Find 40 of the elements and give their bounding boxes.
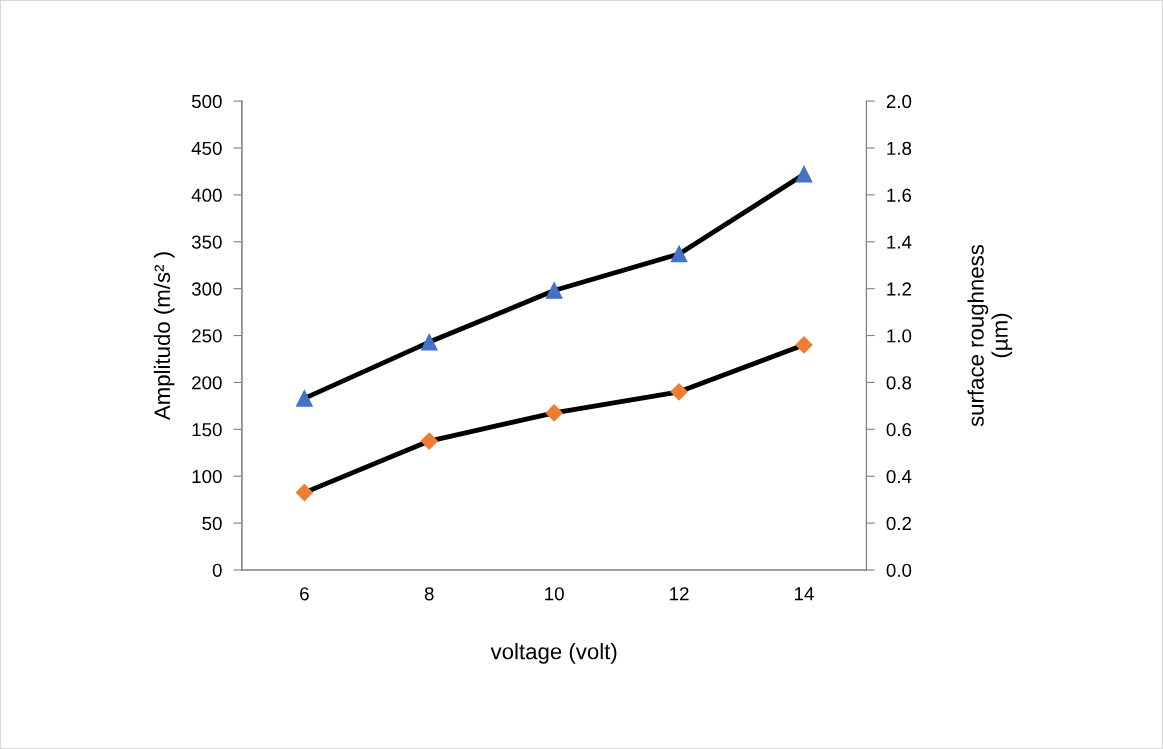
y2-tick-label: 1.0 bbox=[887, 329, 912, 343]
y-tick-label: 250 bbox=[192, 329, 222, 343]
y2-tick-label: 1.8 bbox=[887, 141, 912, 155]
y-tick-label: 100 bbox=[192, 469, 222, 484]
x-tick-label: 8 bbox=[424, 587, 434, 601]
y-tick-label: 450 bbox=[191, 141, 222, 155]
y-tick-label: 300 bbox=[191, 282, 222, 296]
y-tick-label: 150 bbox=[192, 423, 222, 437]
x-tick-label: 6 bbox=[300, 587, 309, 601]
point bbox=[545, 282, 563, 299]
point bbox=[795, 165, 813, 183]
y-tick-label: 50 bbox=[202, 516, 222, 531]
point bbox=[420, 432, 438, 450]
point bbox=[670, 245, 688, 263]
y-tick-label: 400 bbox=[191, 188, 222, 202]
x-tick-label: 14 bbox=[794, 587, 814, 601]
x-tick-label: 10 bbox=[545, 587, 564, 601]
y2-tick-label: 0.6 bbox=[886, 423, 912, 437]
y2-tick-label: 0.8 bbox=[886, 376, 912, 390]
x-tick-label: 12 bbox=[670, 587, 689, 601]
y2-axis-title: surface roughness (µm) bbox=[967, 244, 1013, 427]
y2-tick-label: 0.4 bbox=[886, 469, 912, 484]
x-axis-title: voltage (volt) bbox=[490, 643, 617, 664]
y-tick-label: 0 bbox=[212, 563, 222, 577]
point bbox=[670, 383, 688, 401]
y2-tick-label: 0.0 bbox=[886, 563, 912, 577]
y-tick-label: 200 bbox=[192, 376, 222, 390]
y-tick-label: 500 bbox=[191, 94, 222, 109]
y-axis-title: Amplitudo (m/s² ) bbox=[153, 252, 175, 421]
y2-tick-label: 2.0 bbox=[886, 94, 912, 109]
point bbox=[545, 404, 563, 422]
point bbox=[795, 336, 813, 354]
y2-tick-label: 1.2 bbox=[887, 282, 911, 296]
point bbox=[295, 484, 313, 502]
y2-tick-label: 0.2 bbox=[886, 516, 911, 531]
point bbox=[296, 390, 313, 407]
y2-tick-label: 1.4 bbox=[887, 235, 912, 249]
y-tick-label: 350 bbox=[191, 235, 222, 249]
y2-tick-label: 1.6 bbox=[887, 188, 912, 202]
point bbox=[420, 333, 438, 351]
